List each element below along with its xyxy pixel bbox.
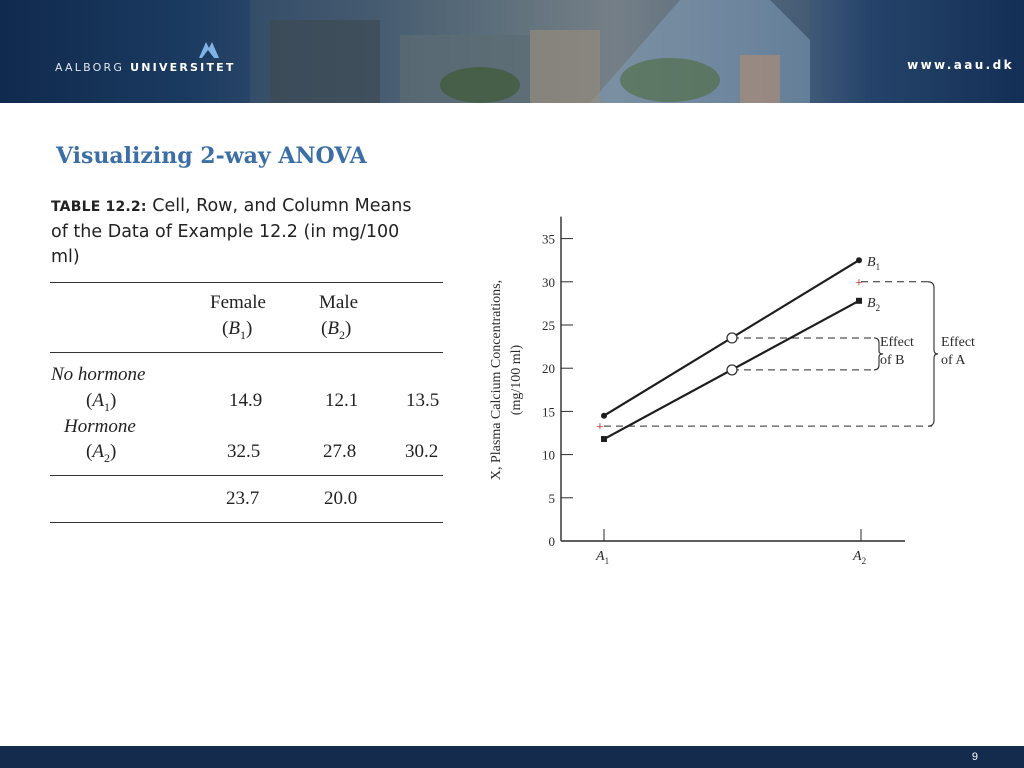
university-name-first: AALBORG <box>55 61 125 74</box>
point-B1 <box>601 412 607 419</box>
point-B2 <box>856 297 862 304</box>
table-rule-body <box>50 475 443 476</box>
effect-a-label-1: Effect <box>941 335 975 350</box>
point-B2 <box>601 436 607 443</box>
series-label-B1: B1 <box>867 255 880 272</box>
col-mean-marker <box>726 364 738 376</box>
cell-a1-b2: 12.1 <box>325 390 359 411</box>
footer-bar: 9 <box>0 746 1024 768</box>
series-label-B2: B2 <box>867 296 880 313</box>
chart-series <box>601 257 862 443</box>
table-caption: TABLE 12.2: Cell, Row, and Column Means … <box>51 194 431 270</box>
chart-labels: B1 B2 Effect of B Effect of A X, Plasma Calciu… <box>489 255 975 480</box>
row-header-hormone-symbol: (A2) <box>86 441 117 465</box>
y-tick-label: 20 <box>542 361 555 376</box>
effect-b-label-2: of B <box>880 353 905 368</box>
y-tick-label: 25 <box>542 318 555 333</box>
effect-a-label-2: of A <box>941 353 966 368</box>
row-mean-a1: 13.5 <box>406 390 440 411</box>
y-tick-label: 35 <box>542 232 555 247</box>
x-tick-label: A2 <box>852 549 866 566</box>
table-rule-bottom <box>50 522 443 523</box>
table-number: TABLE 12.2: <box>51 199 147 215</box>
col-mean-b2: 20.0 <box>324 488 358 509</box>
chart-guides: ++ <box>596 276 932 435</box>
cell-a2-b1: 32.5 <box>227 441 261 462</box>
row-mean-a2: 30.2 <box>405 441 439 462</box>
y-axis-label-line-2: (mg/100 ml) <box>509 344 524 415</box>
table-rule-header <box>50 352 443 353</box>
y-axis-label-line-1: X, Plasma Calcium Concentrations, <box>489 280 504 480</box>
cell-a1-b1: 14.9 <box>229 390 263 411</box>
col-mean-b1: 23.7 <box>226 488 260 509</box>
y-tick-label: 15 <box>542 404 555 419</box>
effect-b-label-1: Effect <box>880 335 914 350</box>
campus-photo <box>250 0 810 103</box>
university-name-second: UNIVERSITET <box>130 61 236 74</box>
col-header-male-symbol: (B2) <box>321 318 352 342</box>
aau-logo-icon <box>199 42 219 58</box>
x-tick-label: A1 <box>595 549 609 566</box>
slide-title: Visualizing 2-way ANOVA <box>56 143 367 169</box>
point-B1 <box>856 257 862 264</box>
website-url[interactable]: www.aau.dk <box>907 58 1014 72</box>
chart-y-ticks: 0 5 10 15 20 25 30 35 A1 A2 <box>542 232 866 566</box>
row-header-no-hormone-symbol: (A1) <box>86 390 117 414</box>
y-tick-label: 5 <box>549 491 556 506</box>
effect-b-brace <box>873 337 884 371</box>
y-tick-label: 10 <box>542 448 555 463</box>
effect-a-brace <box>927 281 939 427</box>
col-header-female: Female <box>210 292 266 313</box>
y-tick-label: 0 <box>549 534 556 549</box>
y-tick-label: 30 <box>542 275 555 290</box>
chart-axes <box>560 216 905 542</box>
header-banner: AALBORG UNIVERSITET www.aau.dk <box>0 0 1024 103</box>
university-name: AALBORG UNIVERSITET <box>55 61 236 74</box>
row-mean-marker: + <box>855 276 863 291</box>
cell-a2-b2: 27.8 <box>323 441 357 462</box>
row-header-hormone: Hormone <box>64 416 136 437</box>
row-header-no-hormone: No hormone <box>51 364 146 385</box>
table-caption-text: Cell, Row, and Column Means of the Data … <box>51 196 412 267</box>
page-number: 9 <box>971 751 978 763</box>
row-mean-marker: + <box>596 420 604 435</box>
col-header-male: Male <box>319 292 359 313</box>
col-header-female-symbol: (B1) <box>222 318 253 342</box>
y-axis-label: X, Plasma Calcium Concentrations, (mg/100… <box>489 280 524 480</box>
table-rule-top <box>50 282 443 283</box>
col-mean-marker <box>726 332 738 344</box>
